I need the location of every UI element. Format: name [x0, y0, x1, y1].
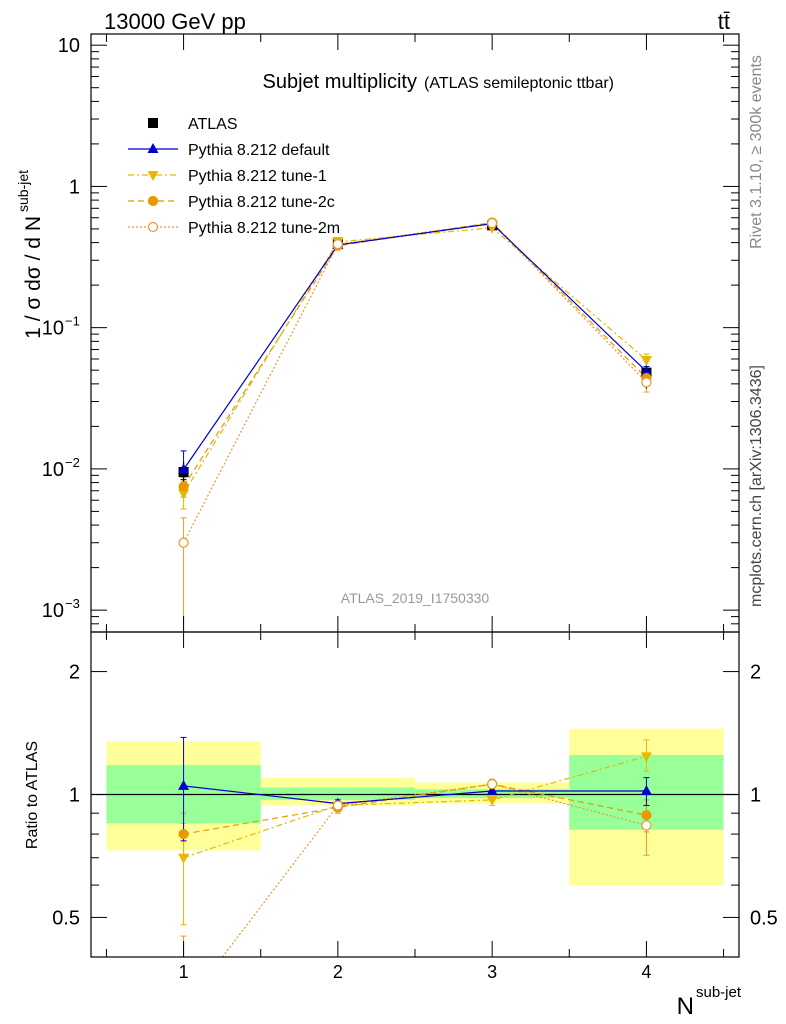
series-line-tune1	[183, 227, 647, 494]
ratio-axis-ticks: 2 2 1 1 0.5 0.5 1 2 3 4	[52, 632, 778, 982]
data-point-tune2m-1	[332, 239, 343, 250]
data-point-tune2m-3	[641, 377, 652, 388]
ratio-y-tick-label-right-2: 0.5	[750, 907, 778, 929]
ratio-point-tune1-3	[640, 752, 652, 763]
y-tick-label-0: 10	[58, 35, 80, 57]
legend-marker-default	[147, 143, 159, 153]
series-line-tune2m	[183, 222, 647, 544]
legend-entry-default: Pythia 8.212 default	[128, 142, 330, 159]
chart-subtitle: (ATLAS semileptonic ttbar)	[424, 75, 614, 92]
legend-marker-tune2c	[147, 195, 159, 207]
y-axis-label-main: 1 / σ dσ / d N	[22, 216, 45, 339]
x-tick-label-0: 1	[179, 962, 189, 982]
ratio-line-tune1	[183, 755, 647, 859]
legend-label-tune2m: Pythia 8.212 tune-2m	[188, 220, 340, 237]
legend-entry-atlas: ATLAS	[148, 116, 238, 133]
ratio-point-tune1-2	[486, 795, 498, 806]
y-tick-label-exp-2: −1	[65, 314, 80, 329]
y-tick-label-exp-4: −3	[65, 596, 80, 611]
y-tick-label-3: 10	[42, 459, 64, 481]
rivet-label: Rivet 3.1.10, ≥ 300k events	[748, 55, 765, 249]
x-axis-label-sup: sub-jet	[696, 984, 742, 1001]
data-point-tune1-3	[640, 356, 652, 367]
data-point-tune2m-0	[178, 537, 189, 548]
ratio-line-default	[183, 785, 647, 805]
legend-marker-atlas	[148, 118, 158, 128]
ratio-point-tune1-0	[178, 853, 190, 864]
data-point-tune2m-2	[487, 217, 498, 229]
y-axis-label-sup: sub-jet	[15, 170, 31, 212]
series-line-tune2c	[183, 221, 647, 487]
legend-label-tune2c: Pythia 8.212 tune-2c	[188, 194, 335, 211]
ratio-point-default-0	[178, 779, 190, 790]
data-point-tune2c-0	[178, 481, 189, 492]
legend-entry-tune1: Pythia 8.212 tune-1	[128, 168, 327, 185]
ratio-data-marks	[91, 728, 739, 957]
header-process: tt̄	[718, 9, 730, 34]
analysis-id: ATLAS_2019_I1750330	[341, 590, 490, 606]
ratio-line-tune2c	[183, 783, 647, 835]
y-tick-label-4: 10	[42, 600, 64, 622]
ratio-y-tick-label-left-1: 1	[69, 785, 80, 807]
legend-marker-tune2m	[147, 221, 159, 233]
legend: ATLAS Pythia 8.212 default Pythia 8.212 tu…	[128, 116, 340, 237]
ratio-point-tune2c-3	[641, 810, 652, 821]
ratio-line-tune2m	[221, 783, 647, 957]
chart-title: Subjet multiplicity	[262, 71, 417, 93]
ratio-panel: 2 2 1 1 0.5 0.5 1 2 3 4 Ratio to ATLAS N sub-jet	[24, 631, 778, 1020]
x-tick-label-3: 4	[641, 962, 651, 982]
data-point-default-3	[640, 365, 652, 376]
x-axis-label: N sub-jet	[677, 984, 742, 1020]
x-axis-label-main: N	[677, 993, 694, 1020]
legend-entry-tune2m: Pythia 8.212 tune-2m	[128, 220, 340, 237]
ratio-y-label: Ratio to ATLAS	[24, 741, 41, 849]
legend-label-atlas: ATLAS	[188, 116, 238, 133]
x-tick-label-1: 2	[333, 962, 343, 982]
y-tick-label-2: 10	[42, 318, 64, 340]
legend-marker-tune1	[147, 171, 159, 181]
ratio-y-tick-label-right-0: 2	[750, 662, 761, 684]
uncertainty-band-inner-1	[260, 787, 415, 800]
y-tick-label-exp-3: −2	[65, 455, 80, 470]
y-tick-label-1: 1	[69, 176, 80, 198]
legend-entry-tune2c: Pythia 8.212 tune-2c	[128, 194, 335, 211]
ratio-point-default-2	[486, 784, 498, 795]
mcplots-label: mcplots.cern.ch [arXiv:1306.3436]	[748, 365, 765, 607]
main-data-marks	[178, 217, 652, 632]
ratio-y-tick-label-right-1: 1	[750, 785, 761, 807]
ratio-y-tick-label-left-0: 2	[69, 662, 80, 684]
legend-label-tune1: Pythia 8.212 tune-1	[188, 168, 327, 185]
series-line-default	[183, 223, 647, 470]
x-tick-label-2: 3	[487, 962, 497, 982]
data-point-tune1-0	[178, 489, 190, 500]
legend-label-default: Pythia 8.212 default	[188, 142, 330, 159]
y-axis-label: 1 / σ dσ / d N sub-jet	[15, 170, 45, 339]
header-energy: 13000 GeV pp	[104, 9, 246, 34]
ratio-point-tune2m-2	[487, 779, 498, 790]
errorbar-tune2m-0	[180, 517, 187, 632]
ratio-y-tick-label-left-2: 0.5	[52, 907, 80, 929]
ratio-point-tune2c-0	[178, 828, 189, 840]
ratio-point-default-3	[640, 784, 652, 795]
ratio-point-tune2m-1	[332, 800, 343, 811]
ratio-point-tune2m-3	[641, 820, 652, 831]
data-point-default-0	[178, 463, 190, 474]
